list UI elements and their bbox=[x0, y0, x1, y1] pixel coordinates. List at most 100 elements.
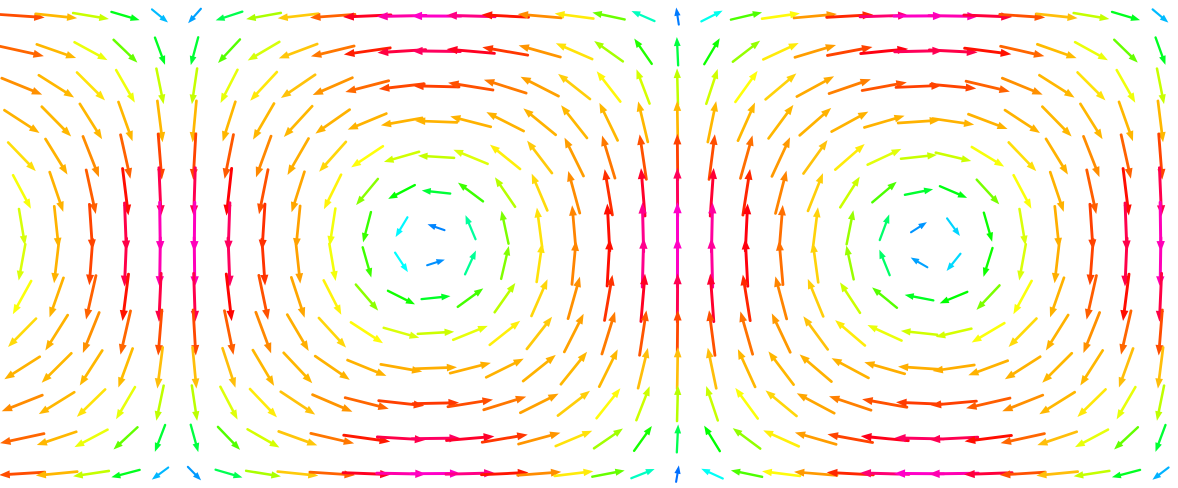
arrow-head bbox=[831, 358, 843, 367]
arrow-head bbox=[520, 76, 532, 85]
arrow-head bbox=[993, 158, 1005, 167]
arrow-shaft bbox=[16, 279, 33, 307]
arrow-head bbox=[480, 361, 491, 370]
arrow-shaft bbox=[894, 84, 933, 89]
arrow-shaft bbox=[75, 71, 100, 95]
arrow-head bbox=[222, 167, 231, 179]
arrow-shaft bbox=[946, 290, 969, 302]
arrow-shaft bbox=[375, 471, 417, 476]
arrow-head bbox=[854, 143, 865, 154]
arrow-shaft bbox=[1085, 311, 1101, 345]
arrow-head bbox=[527, 140, 537, 151]
arrow-shaft bbox=[859, 48, 899, 56]
arrow-head bbox=[1116, 409, 1125, 420]
arrow-head bbox=[555, 43, 567, 51]
arrow-head bbox=[283, 126, 294, 137]
arrow-head bbox=[260, 274, 269, 286]
arrow-head bbox=[550, 468, 562, 477]
arrow-shaft bbox=[156, 132, 163, 171]
arrow-head bbox=[923, 187, 934, 195]
arrow-shaft bbox=[896, 119, 932, 125]
arrow-shaft bbox=[878, 292, 899, 309]
arrow-shaft bbox=[153, 36, 164, 58]
arrow-shaft bbox=[1045, 470, 1079, 476]
arrow-head bbox=[547, 393, 559, 402]
arrow-head bbox=[896, 398, 907, 407]
arrow-shaft bbox=[289, 276, 303, 310]
arrow-head bbox=[218, 53, 227, 63]
arrow-shaft bbox=[1110, 10, 1133, 19]
arrow-shaft bbox=[707, 143, 715, 181]
arrow-shaft bbox=[110, 10, 133, 19]
arrow-shaft bbox=[295, 204, 302, 240]
arrow-shaft bbox=[760, 13, 792, 20]
arrow-head bbox=[803, 316, 813, 327]
arrow-head bbox=[79, 374, 89, 386]
arrow-shaft bbox=[492, 81, 528, 95]
arrow-shaft bbox=[603, 144, 617, 180]
arrow-head bbox=[376, 12, 388, 21]
arrow-shaft bbox=[1041, 105, 1066, 131]
arrow-head bbox=[747, 102, 755, 114]
arrow-head bbox=[158, 55, 166, 65]
arrow-shaft bbox=[1048, 170, 1062, 204]
arrow-head bbox=[577, 351, 588, 363]
arrow-shaft bbox=[464, 186, 485, 203]
arrow-shaft bbox=[938, 435, 980, 441]
arrow-shaft bbox=[317, 316, 341, 342]
arrow-head bbox=[730, 468, 741, 476]
arrow-shaft bbox=[807, 322, 830, 351]
arrow-head bbox=[1093, 128, 1103, 140]
arrow-head bbox=[129, 14, 140, 21]
arrow-shaft bbox=[1117, 100, 1131, 134]
arrow-head bbox=[835, 320, 846, 330]
arrow-head bbox=[1039, 405, 1050, 415]
arrow-shaft bbox=[157, 308, 164, 347]
arrow-shaft bbox=[1007, 141, 1031, 166]
arrow-head bbox=[427, 224, 437, 230]
arrow-shaft bbox=[375, 435, 417, 441]
arrow-head bbox=[228, 376, 236, 388]
arrow-shaft bbox=[156, 423, 167, 445]
arrow-head bbox=[796, 393, 808, 402]
arrow-shaft bbox=[973, 434, 1013, 442]
arrow-shaft bbox=[223, 68, 239, 96]
arrow-head bbox=[1061, 126, 1072, 137]
arrow-head bbox=[827, 432, 839, 441]
arrow-head bbox=[673, 202, 682, 214]
arrow-head bbox=[388, 191, 398, 199]
arrow-head bbox=[706, 310, 715, 322]
arrow-shaft bbox=[774, 179, 786, 215]
arrow-head bbox=[1090, 202, 1098, 215]
arrow-head bbox=[226, 310, 235, 322]
arrow-shaft bbox=[601, 77, 622, 103]
arrow-shaft bbox=[1157, 346, 1165, 380]
arrow-shaft bbox=[700, 13, 717, 23]
arrow-head bbox=[594, 41, 605, 50]
arrow-shaft bbox=[871, 399, 909, 409]
arrow-shaft bbox=[535, 251, 543, 284]
arrow-shaft bbox=[1082, 135, 1098, 169]
arrow-head bbox=[278, 51, 290, 59]
arrow-shaft bbox=[1158, 308, 1164, 347]
arrow-head bbox=[910, 257, 920, 265]
arrow-head bbox=[1067, 13, 1078, 21]
arrow-head bbox=[673, 68, 681, 79]
arrow-shaft bbox=[285, 313, 305, 344]
arrow-shaft bbox=[562, 321, 581, 354]
arrow-head bbox=[674, 7, 681, 17]
arrow-shaft bbox=[1010, 393, 1045, 409]
arrow-shaft bbox=[81, 135, 97, 169]
arrow-head bbox=[66, 13, 78, 21]
arrow-shaft bbox=[357, 144, 385, 164]
arrow-shaft bbox=[320, 76, 354, 93]
arrow-shaft bbox=[600, 13, 626, 21]
arrow-head bbox=[706, 347, 714, 359]
arrow-head bbox=[1065, 51, 1077, 59]
arrow-shaft bbox=[214, 468, 235, 477]
arrow-head bbox=[990, 195, 1000, 205]
arrow-head bbox=[247, 52, 258, 61]
arrow-shaft bbox=[950, 252, 962, 266]
arrow-head bbox=[643, 426, 652, 436]
arrow-shaft bbox=[158, 236, 162, 278]
